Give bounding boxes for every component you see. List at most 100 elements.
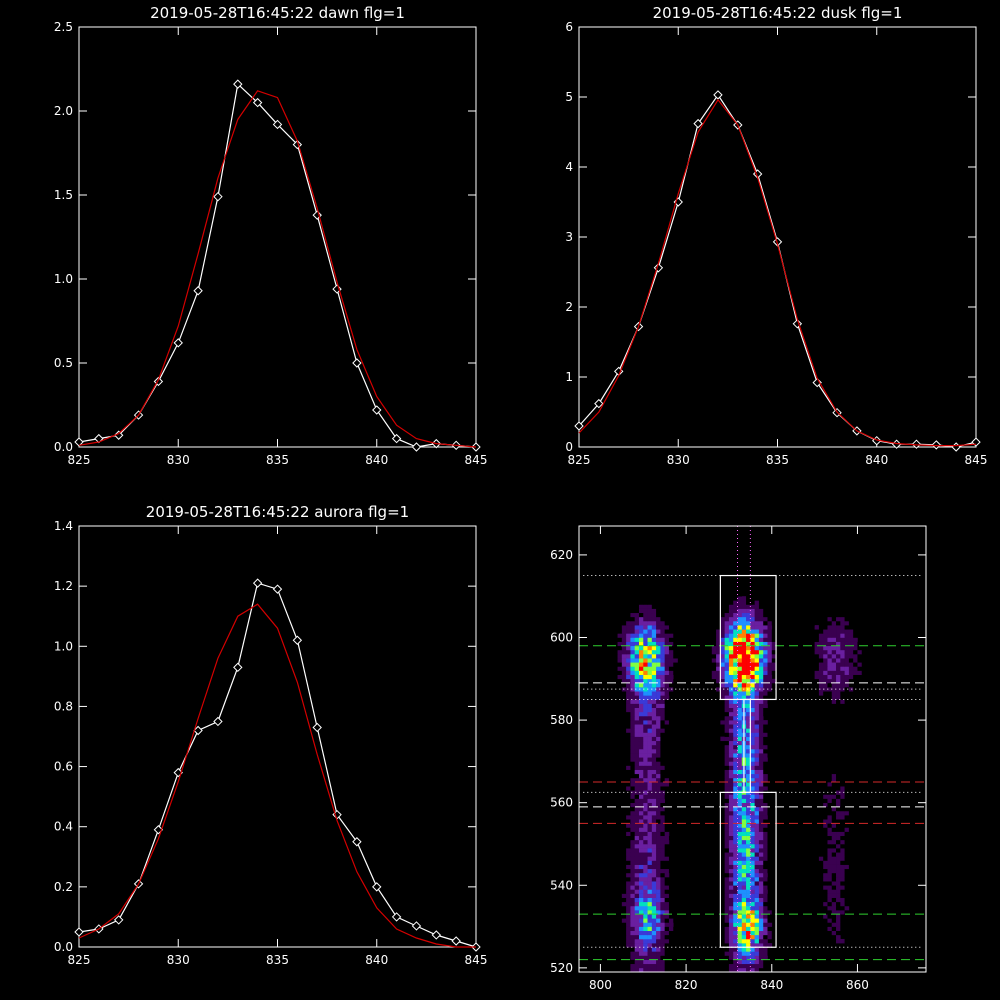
heatmap-cell xyxy=(767,670,773,675)
heatmap-cell xyxy=(647,798,653,803)
heatmap-cell xyxy=(746,645,751,651)
heatmap-cell xyxy=(660,926,665,931)
heatmap-cell xyxy=(823,678,828,684)
heatmap-cell xyxy=(741,835,747,841)
heatmap-cell xyxy=(621,682,627,688)
heatmap-cell xyxy=(728,654,734,659)
heatmap-cell xyxy=(827,794,833,799)
heatmap-cell xyxy=(831,955,837,960)
data-point xyxy=(113,915,124,925)
heatmap-cell xyxy=(711,662,717,667)
heatmap-cell xyxy=(746,736,751,742)
heatmap-cell xyxy=(647,885,653,890)
heatmap-cell xyxy=(647,848,653,853)
heatmap-cell xyxy=(844,802,850,808)
heatmap-cell xyxy=(844,769,850,775)
heatmap-cell xyxy=(733,736,738,742)
heatmap-cell xyxy=(673,934,678,940)
heatmap-cell xyxy=(741,637,747,642)
heatmap-cell xyxy=(647,877,653,882)
heatmap-cell xyxy=(848,753,854,758)
heatmap-cell xyxy=(733,926,738,931)
heatmap-cell xyxy=(656,806,661,812)
heatmap-cell xyxy=(754,947,760,952)
heatmap-cell xyxy=(818,753,824,758)
heatmap-cell xyxy=(746,926,751,931)
heatmap-cell xyxy=(818,798,824,803)
heatmap-cell xyxy=(651,645,657,651)
heatmap-cell xyxy=(754,658,760,663)
heatmap-cell xyxy=(767,901,773,907)
heatmap-cell xyxy=(626,889,631,894)
heatmap-cell xyxy=(844,827,850,832)
heatmap-cell xyxy=(664,897,670,903)
heatmap-cell xyxy=(621,835,627,841)
heatmap-cell xyxy=(827,720,833,725)
data-point xyxy=(233,79,243,89)
heatmap-cell xyxy=(647,872,653,878)
heatmap-cell xyxy=(737,889,743,894)
heatmap-cell xyxy=(656,910,661,915)
heatmap-cell xyxy=(827,658,833,663)
heatmap-cell xyxy=(703,645,708,651)
heatmap-cell xyxy=(750,947,755,952)
heatmap-cell xyxy=(758,864,764,870)
heatmap-cell xyxy=(737,782,743,787)
heatmap-cell xyxy=(853,893,858,898)
heatmap-cell xyxy=(831,641,837,647)
heatmap-cell xyxy=(630,856,635,861)
heatmap-cell xyxy=(668,658,674,663)
heatmap-cell xyxy=(664,757,670,762)
heatmap-cell xyxy=(728,959,734,965)
heatmap-cell xyxy=(836,687,841,692)
heatmap-cell xyxy=(720,881,725,886)
heatmap-cell xyxy=(720,843,725,849)
heatmap-cell xyxy=(634,885,640,890)
heatmap-cell xyxy=(643,901,648,907)
heatmap-cell xyxy=(844,620,850,626)
heatmap-cell xyxy=(716,860,721,865)
heatmap-cell xyxy=(754,827,760,832)
x-tick-label: 820 xyxy=(675,978,698,992)
heatmap-cell xyxy=(656,802,661,808)
heatmap-cell xyxy=(668,905,674,911)
heatmap-cell xyxy=(613,662,618,667)
heatmap-cell xyxy=(741,587,747,593)
heatmap-cell xyxy=(638,848,644,853)
heatmap-cell xyxy=(630,934,635,940)
heatmap-cell xyxy=(720,769,725,775)
heatmap-cell xyxy=(630,612,635,618)
heatmap-cell xyxy=(621,831,627,837)
heatmap-cell xyxy=(767,682,773,688)
heatmap-cell xyxy=(823,905,828,911)
heatmap-cell xyxy=(720,794,725,799)
heatmap-cell xyxy=(733,720,738,725)
heatmap-cell xyxy=(664,963,670,969)
heatmap-cell xyxy=(660,967,665,973)
heatmap-cell xyxy=(626,926,631,931)
heatmap-cell xyxy=(754,724,760,729)
heatmap-cell xyxy=(754,815,760,820)
heatmap-cell xyxy=(823,633,828,638)
heatmap-cell xyxy=(724,815,730,820)
heatmap-cell xyxy=(651,868,657,874)
heatmap-cell xyxy=(673,959,678,965)
heatmap-cell xyxy=(767,877,773,882)
heatmap-cell xyxy=(634,943,640,948)
heatmap-cell xyxy=(711,629,717,634)
heatmap-cell xyxy=(664,724,670,729)
heatmap-cell xyxy=(643,757,648,762)
heatmap-cell xyxy=(664,786,670,791)
heatmap-cell xyxy=(857,695,863,700)
heatmap-cell xyxy=(814,641,820,647)
heatmap-cell xyxy=(814,711,820,717)
heatmap-cell xyxy=(638,773,644,779)
heatmap-cell xyxy=(827,777,833,783)
heatmap-cell xyxy=(840,662,845,667)
heatmap-cell xyxy=(771,637,777,642)
heatmap-cell xyxy=(733,761,738,766)
heatmap-cell xyxy=(626,728,631,733)
heatmap-cell xyxy=(651,773,657,779)
heatmap-cell xyxy=(737,744,743,750)
heatmap-cell xyxy=(857,662,863,667)
